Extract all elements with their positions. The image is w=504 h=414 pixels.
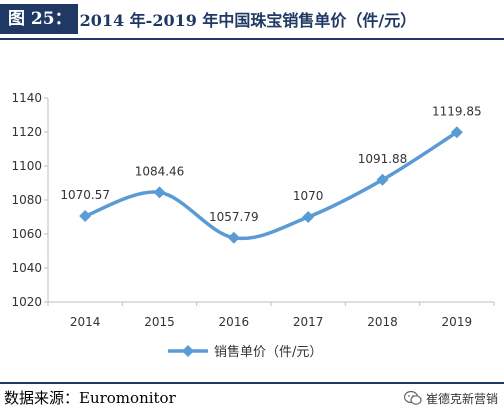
x-tick-label: 2018 (367, 315, 398, 329)
data-label: 1070 (293, 189, 324, 203)
x-tick-label: 2019 (442, 315, 473, 329)
x-tick-label: 2014 (70, 315, 101, 329)
legend-marker (182, 345, 194, 357)
data-point-marker (302, 211, 315, 223)
x-tick-label: 2016 (219, 315, 250, 329)
figure-title-bar: 图 25： 2014 年-2019 年中国珠宝销售单价（件/元） (0, 0, 504, 38)
x-tick-label: 2017 (293, 315, 324, 329)
y-tick-label: 1040 (11, 261, 42, 275)
data-point-marker (227, 231, 240, 244)
data-label: 1057.79 (209, 210, 259, 224)
data-point-marker (153, 186, 166, 199)
y-tick-label: 1060 (11, 227, 42, 241)
watermark-text: 崔德克新营销 (425, 391, 498, 406)
x-tick-label: 2015 (144, 315, 175, 329)
data-label: 1084.46 (135, 164, 185, 178)
data-point-marker (79, 210, 92, 223)
y-tick-label: 1100 (11, 159, 42, 173)
y-tick-label: 1020 (11, 295, 42, 309)
series-line (84, 130, 458, 241)
data-label: 1091.88 (358, 152, 408, 166)
data-label: 1119.85 (432, 104, 482, 118)
chart-area: 1020 1040 1060 1080 1100 1120 1140 2014 2015 201… (0, 70, 504, 370)
y-tick-label: 1080 (11, 193, 42, 207)
footer-rule (0, 382, 504, 384)
series-layer: 1070.57 1084.46 1057.79 1070 1091.88 1119.85 (60, 104, 482, 244)
source-note: 数据来源：Euromonitor (4, 389, 176, 407)
x-axis: 2014 2015 2016 2017 2018 2019 (47, 301, 495, 329)
legend-label: 销售单价（件/元） (214, 344, 322, 360)
data-point-marker (450, 126, 463, 139)
wechat-icon (403, 390, 422, 405)
data-point-marker (376, 173, 389, 186)
header-rule (0, 38, 504, 40)
figure-title: 2014 年-2019 年中国珠宝销售单价（件/元） (79, 11, 417, 30)
figure-label: 图 25： (0, 4, 78, 34)
watermark: 崔德克新营销 (403, 386, 498, 410)
y-tick-label: 1140 (11, 91, 42, 105)
y-tick-label: 1120 (11, 125, 42, 139)
y-axis: 1020 1040 1060 1080 1100 1120 1140 (11, 91, 49, 309)
data-label: 1070.57 (60, 188, 110, 202)
legend: 销售单价（件/元） (168, 344, 322, 360)
